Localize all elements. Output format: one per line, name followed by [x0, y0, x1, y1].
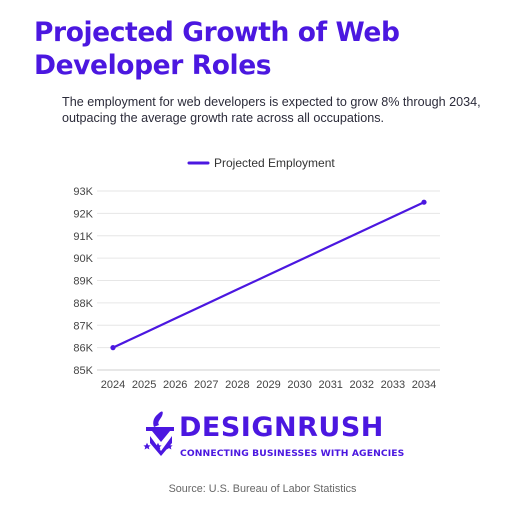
source-note: Source: U.S. Bureau of Labor Statistics [168, 483, 357, 495]
grid-lines [97, 190, 440, 371]
x-tick-label: 2025 [132, 379, 156, 391]
y-tick-label: 90K [73, 253, 93, 265]
y-tick-label: 85K [73, 365, 93, 377]
data-point [110, 345, 116, 351]
x-tick-label: 2034 [412, 379, 436, 391]
designrush-logo: DESIGNRUSH CONNECTING BUSINESSES WITH AG… [143, 410, 404, 468]
brand-name: DESIGNRUSH [179, 412, 384, 443]
x-tick-label: 2029 [256, 379, 280, 391]
x-tick-label: 2032 [350, 379, 374, 391]
chart-title: Projected Growth of Web Developer Roles [34, 17, 400, 81]
y-tick-label: 88K [73, 298, 93, 310]
y-tick-label: 86K [73, 343, 93, 355]
x-tick-label: 2033 [381, 379, 405, 391]
legend: Projected Employment [187, 156, 335, 170]
chart-subtitle: The employment for web developers is exp… [62, 95, 481, 125]
designrush-logo-icon [143, 411, 174, 456]
data-point [421, 199, 427, 205]
legend-label: Projected Employment [214, 156, 335, 170]
series-line [111, 201, 426, 349]
brand-tagline: CONNECTING BUSINESSES WITH AGENCIES [180, 448, 405, 459]
series-layer [110, 199, 427, 351]
x-tick-label: 2024 [101, 379, 125, 391]
y-tick-label: 89K [73, 276, 93, 288]
x-tick-label: 2027 [194, 379, 218, 391]
line-chart: Projected Employment 85K 86K 87K 88K 89K 90K 9… [73, 156, 440, 391]
y-axis-tick-labels: 85K 86K 87K 88K 89K 90K 91K 92K 93K [73, 186, 93, 377]
y-tick-label: 87K [73, 320, 93, 332]
y-tick-label: 93K [73, 186, 93, 198]
x-tick-label: 2028 [225, 379, 249, 391]
y-tick-label: 92K [73, 208, 93, 220]
x-tick-label: 2030 [287, 379, 311, 391]
x-axis-tick-labels: 2024 2025 2026 2027 2028 2029 2030 2031 2032 2033… [101, 379, 436, 391]
y-tick-label: 91K [73, 231, 93, 243]
x-tick-label: 2026 [163, 379, 187, 391]
x-tick-label: 2031 [318, 379, 342, 391]
